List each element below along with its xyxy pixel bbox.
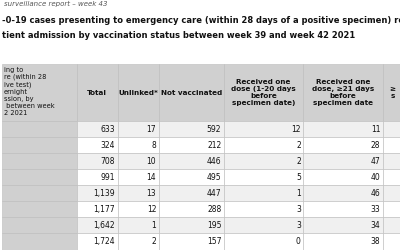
- Text: Received one
dose, ≥21 days
before
specimen date: Received one dose, ≥21 days before speci…: [312, 79, 374, 106]
- Text: 495: 495: [207, 173, 221, 182]
- Text: 1,139: 1,139: [94, 189, 115, 198]
- Text: 46: 46: [370, 189, 380, 198]
- Text: 2: 2: [152, 237, 156, 246]
- Text: 157: 157: [207, 237, 221, 246]
- Text: 34: 34: [370, 221, 380, 230]
- Text: 3: 3: [296, 221, 301, 230]
- Text: 1,642: 1,642: [94, 221, 115, 230]
- Text: Received one
dose (1-20 days
before
specimen date): Received one dose (1-20 days before spec…: [231, 79, 296, 106]
- Text: 17: 17: [147, 125, 156, 134]
- Text: 2: 2: [296, 141, 301, 150]
- Text: 14: 14: [147, 173, 156, 182]
- Text: tient admission by vaccination status between week 39 and week 42 2021: tient admission by vaccination status be…: [2, 31, 355, 40]
- Text: 212: 212: [207, 141, 221, 150]
- Text: 3: 3: [296, 205, 301, 214]
- Text: 1: 1: [296, 189, 301, 198]
- Text: Not vaccinated: Not vaccinated: [160, 90, 222, 96]
- Text: 592: 592: [207, 125, 221, 134]
- Text: 12: 12: [147, 205, 156, 214]
- Text: Total: Total: [87, 90, 107, 96]
- Text: 2: 2: [296, 157, 301, 166]
- Text: 1,724: 1,724: [94, 237, 115, 246]
- Text: 324: 324: [101, 141, 115, 150]
- Text: 1: 1: [152, 221, 156, 230]
- Text: ing to
re (within 28
ive test)
ernight
ssion, by
 between week
2 2021: ing to re (within 28 ive test) ernight s…: [4, 67, 54, 116]
- Text: surveillance report – week 43: surveillance report – week 43: [4, 1, 108, 7]
- Text: 633: 633: [101, 125, 115, 134]
- Text: 28: 28: [371, 141, 380, 150]
- Text: -0-19 cases presenting to emergency care (within 28 days of a positive specimen): -0-19 cases presenting to emergency care…: [2, 16, 400, 25]
- Text: ≥
s: ≥ s: [389, 86, 396, 99]
- Text: 38: 38: [371, 237, 380, 246]
- Text: 447: 447: [207, 189, 221, 198]
- Text: 708: 708: [101, 157, 115, 166]
- Text: 13: 13: [147, 189, 156, 198]
- Text: 5: 5: [296, 173, 301, 182]
- Text: 0: 0: [296, 237, 301, 246]
- Text: 195: 195: [207, 221, 221, 230]
- Text: 8: 8: [152, 141, 156, 150]
- Text: Unlinked*: Unlinked*: [118, 90, 158, 96]
- Text: 33: 33: [370, 205, 380, 214]
- Text: 11: 11: [371, 125, 380, 134]
- Text: 47: 47: [370, 157, 380, 166]
- Text: 446: 446: [207, 157, 221, 166]
- Text: 991: 991: [101, 173, 115, 182]
- Text: 10: 10: [147, 157, 156, 166]
- Text: 288: 288: [207, 205, 221, 214]
- Text: 40: 40: [370, 173, 380, 182]
- Text: 12: 12: [291, 125, 301, 134]
- Text: 1,177: 1,177: [94, 205, 115, 214]
